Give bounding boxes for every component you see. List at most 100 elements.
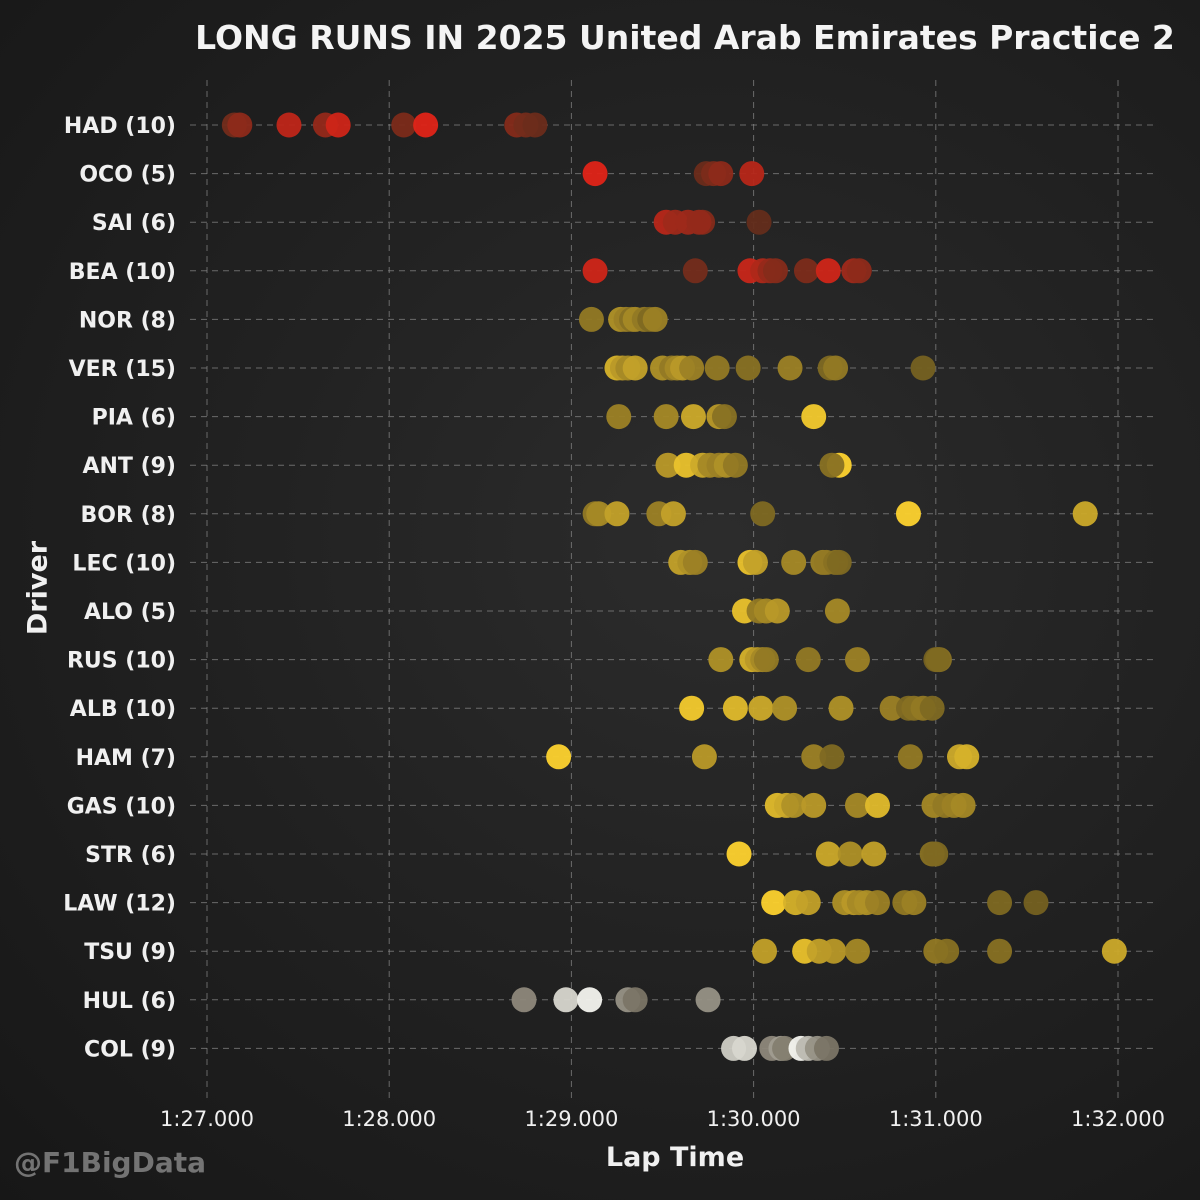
- driver-series: [731, 598, 850, 624]
- lap-point: [801, 792, 827, 818]
- lap-point: [660, 501, 686, 527]
- driver-label: HAM (7): [76, 746, 176, 771]
- driver-label: ANT (9): [82, 454, 176, 479]
- lap-point: [582, 161, 608, 187]
- lap-point: [227, 112, 253, 138]
- watermark: @F1BigData: [14, 1146, 207, 1179]
- driver-series: [708, 647, 952, 673]
- driver-label: HAD (10): [64, 114, 176, 139]
- lap-point: [1072, 501, 1098, 527]
- driver-series: [578, 306, 668, 332]
- lap-point: [934, 938, 960, 964]
- lap-point: [655, 452, 681, 478]
- driver-label: NOR (8): [79, 308, 176, 333]
- lap-point: [925, 647, 951, 673]
- x-axis-label: Lap Time: [605, 1142, 745, 1173]
- lap-point: [711, 404, 737, 430]
- driver-series: [752, 938, 1127, 964]
- lap-point: [910, 355, 936, 381]
- lap-point: [413, 112, 439, 138]
- driver-label: HUL (6): [83, 989, 176, 1014]
- lap-point: [861, 841, 887, 867]
- driver-series: [511, 987, 721, 1013]
- driver-series: [546, 744, 980, 770]
- lap-point: [844, 938, 870, 964]
- driver-label: RUS (10): [67, 649, 176, 674]
- driver-series: [761, 890, 1049, 916]
- lap-point: [919, 695, 945, 721]
- lap-point: [606, 404, 632, 430]
- lap-point: [819, 744, 845, 770]
- lap-point: [553, 987, 579, 1013]
- driver-series: [582, 258, 872, 284]
- lap-point: [276, 112, 302, 138]
- lap-point: [821, 938, 847, 964]
- lap-point: [691, 744, 717, 770]
- lap-point: [682, 258, 708, 284]
- lap-point: [695, 987, 721, 1013]
- lap-point: [522, 112, 548, 138]
- lap-point: [622, 355, 648, 381]
- lap-point: [844, 647, 870, 673]
- lap-point: [582, 258, 608, 284]
- lap-point: [795, 890, 821, 916]
- lap-point: [901, 890, 927, 916]
- lap-point: [742, 549, 768, 575]
- lap-point: [950, 792, 976, 818]
- lap-point: [577, 987, 603, 1013]
- x-tick-label: 1:32.000: [1071, 1107, 1165, 1131]
- lap-point: [895, 501, 921, 527]
- x-tick-label: 1:28.000: [342, 1107, 436, 1131]
- lap-point: [708, 161, 734, 187]
- driver-label: BEA (10): [69, 260, 176, 285]
- lap-point: [781, 549, 807, 575]
- driver-series: [653, 209, 772, 235]
- chart-title: LONG RUNS IN 2025 United Arab Emirates P…: [195, 18, 1175, 57]
- driver-series: [721, 1035, 839, 1061]
- driver-label: COL (9): [84, 1037, 176, 1062]
- driver-label: TSU (9): [84, 940, 176, 965]
- lap-point: [823, 355, 849, 381]
- lap-point: [722, 695, 748, 721]
- lap-point: [735, 355, 761, 381]
- lap-point: [837, 841, 863, 867]
- lap-point: [987, 938, 1013, 964]
- lap-point: [680, 404, 706, 430]
- lap-point: [801, 744, 827, 770]
- lap-point: [772, 695, 798, 721]
- lap-point: [739, 161, 765, 187]
- x-tick-label: 1:31.000: [889, 1107, 983, 1131]
- driver-series: [679, 695, 945, 721]
- x-tick-label: 1:27.000: [160, 1107, 254, 1131]
- driver-series: [668, 549, 852, 575]
- lap-point: [622, 987, 648, 1013]
- driver-label: BOR (8): [81, 503, 177, 528]
- lap-point: [1023, 890, 1049, 916]
- driver-series: [655, 452, 852, 478]
- lap-point: [761, 890, 787, 916]
- driver-label: OCO (5): [79, 163, 176, 188]
- driver-label: GAS (10): [67, 794, 176, 819]
- lap-point: [708, 647, 734, 673]
- lap-point: [987, 890, 1013, 916]
- driver-series: [764, 792, 976, 818]
- x-tick-label: 1:30.000: [707, 1107, 801, 1131]
- driver-label: SAI (6): [92, 211, 176, 236]
- driver-label: LAW (12): [63, 892, 176, 917]
- lap-point: [726, 841, 752, 867]
- driver-series: [604, 355, 936, 381]
- lap-point: [546, 744, 572, 770]
- lap-point: [897, 744, 923, 770]
- lap-point: [813, 1035, 839, 1061]
- lap-point: [731, 1035, 757, 1061]
- lap-point: [391, 112, 417, 138]
- driver-series: [582, 501, 1098, 527]
- lap-point: [748, 695, 774, 721]
- lap-point: [679, 695, 705, 721]
- lap-point: [586, 501, 612, 527]
- lap-point: [679, 355, 705, 381]
- lap-point: [762, 258, 788, 284]
- y-axis-label: Driver: [22, 540, 54, 636]
